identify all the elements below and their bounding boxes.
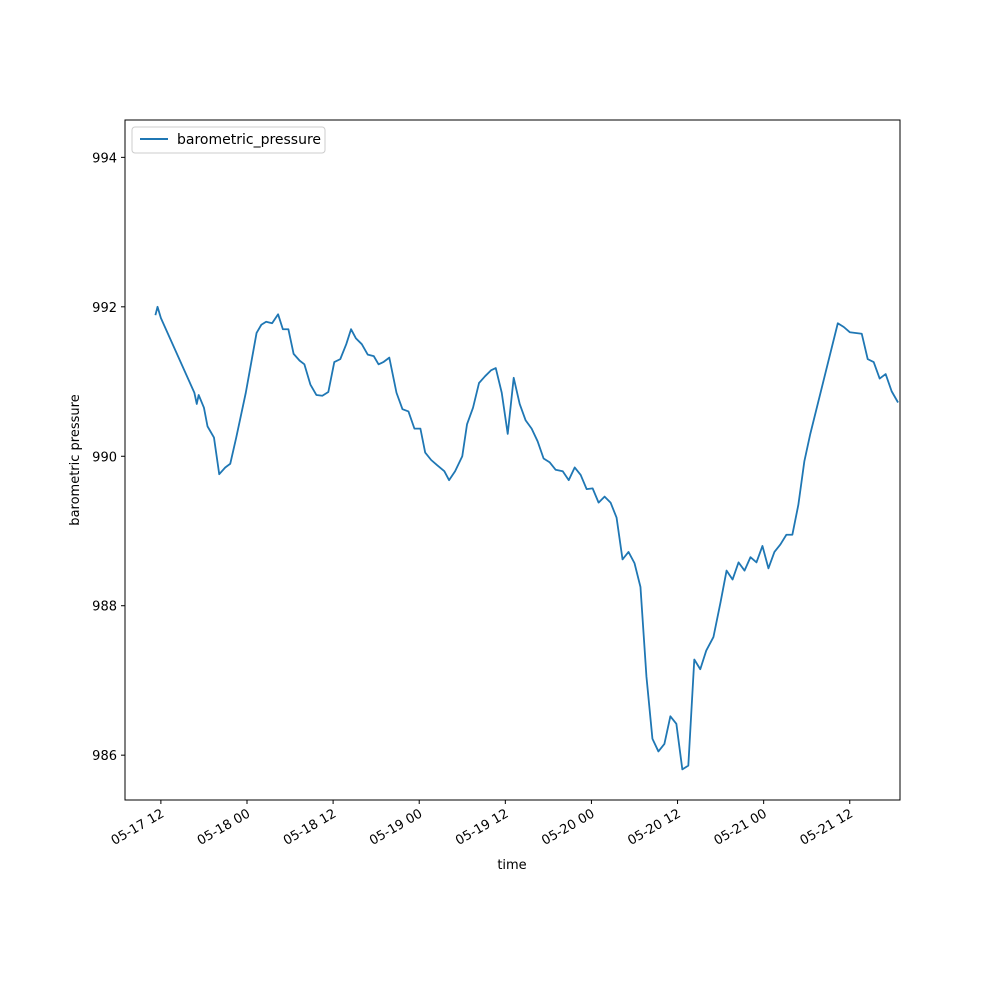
legend: barometric_pressure: [131, 126, 326, 154]
x-axis-label: time: [497, 858, 526, 873]
y-axis-ticks: 986 988 990 992 994: [92, 151, 125, 764]
y-tick-label: 990: [92, 450, 117, 465]
legend-entry-label: barometric_pressure: [177, 132, 321, 148]
y-tick-label: 986: [92, 749, 117, 764]
y-tick-label: 992: [92, 301, 117, 316]
series-line-0: [154, 305, 899, 771]
legend-box: [131, 126, 326, 154]
y-tick-label: 994: [92, 151, 117, 166]
series-layer: [154, 305, 899, 771]
y-tick-label: 988: [92, 600, 117, 615]
plot-frame: [124, 119, 901, 801]
y-axis-label: barometric pressure: [68, 394, 83, 525]
plot-area: [125, 120, 900, 800]
